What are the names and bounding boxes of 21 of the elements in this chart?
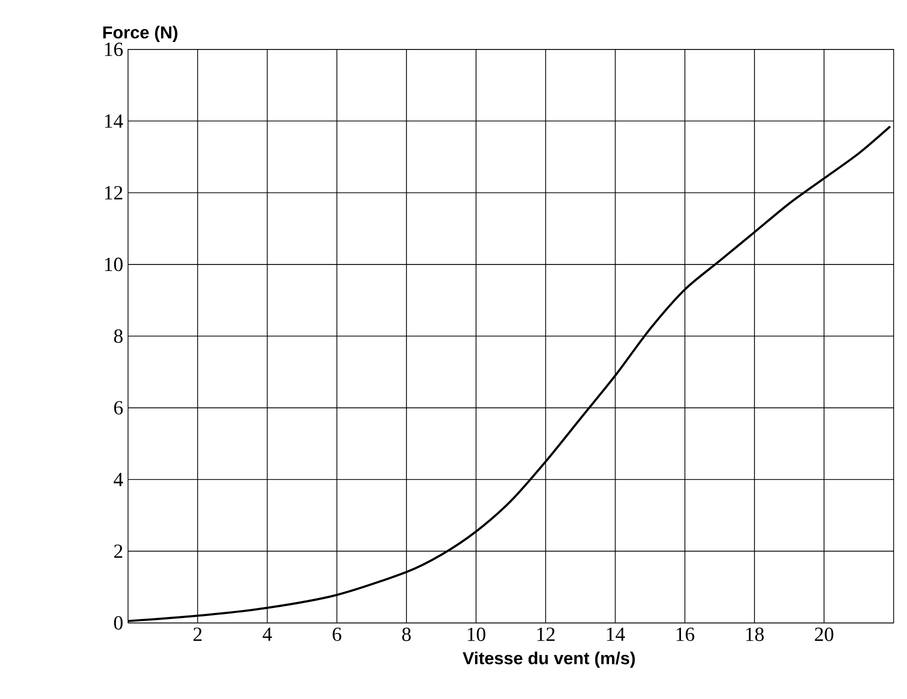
- y-tick-label: 6: [114, 401, 123, 415]
- y-tick-label: 16: [105, 42, 123, 56]
- x-tick-label: 2: [194, 628, 202, 641]
- x-tick-label: 4: [262, 628, 272, 641]
- y-axis-title: Force (N): [103, 26, 178, 42]
- x-axis-title: Vitesse du vent (m/s): [462, 652, 635, 668]
- x-tick-label: 18: [746, 628, 764, 642]
- x-tick-label: 16: [676, 628, 694, 642]
- y-tick-label: 0: [114, 616, 123, 630]
- y-tick-label: 2: [114, 544, 122, 558]
- y-tick-label: 14: [105, 114, 124, 128]
- x-tick-label: 12: [537, 628, 555, 641]
- x-tick-label: 14: [607, 628, 625, 641]
- x-tick-label: 20: [814, 628, 834, 642]
- x-tick-label: 10: [468, 628, 486, 642]
- y-tick-label: 12: [105, 186, 122, 200]
- y-tick-label: 10: [105, 258, 123, 272]
- x-tick-label: 8: [402, 628, 411, 642]
- y-tick-label: 4: [114, 472, 124, 486]
- y-tick-label: 8: [114, 329, 123, 343]
- x-tick-label: 6: [332, 628, 342, 642]
